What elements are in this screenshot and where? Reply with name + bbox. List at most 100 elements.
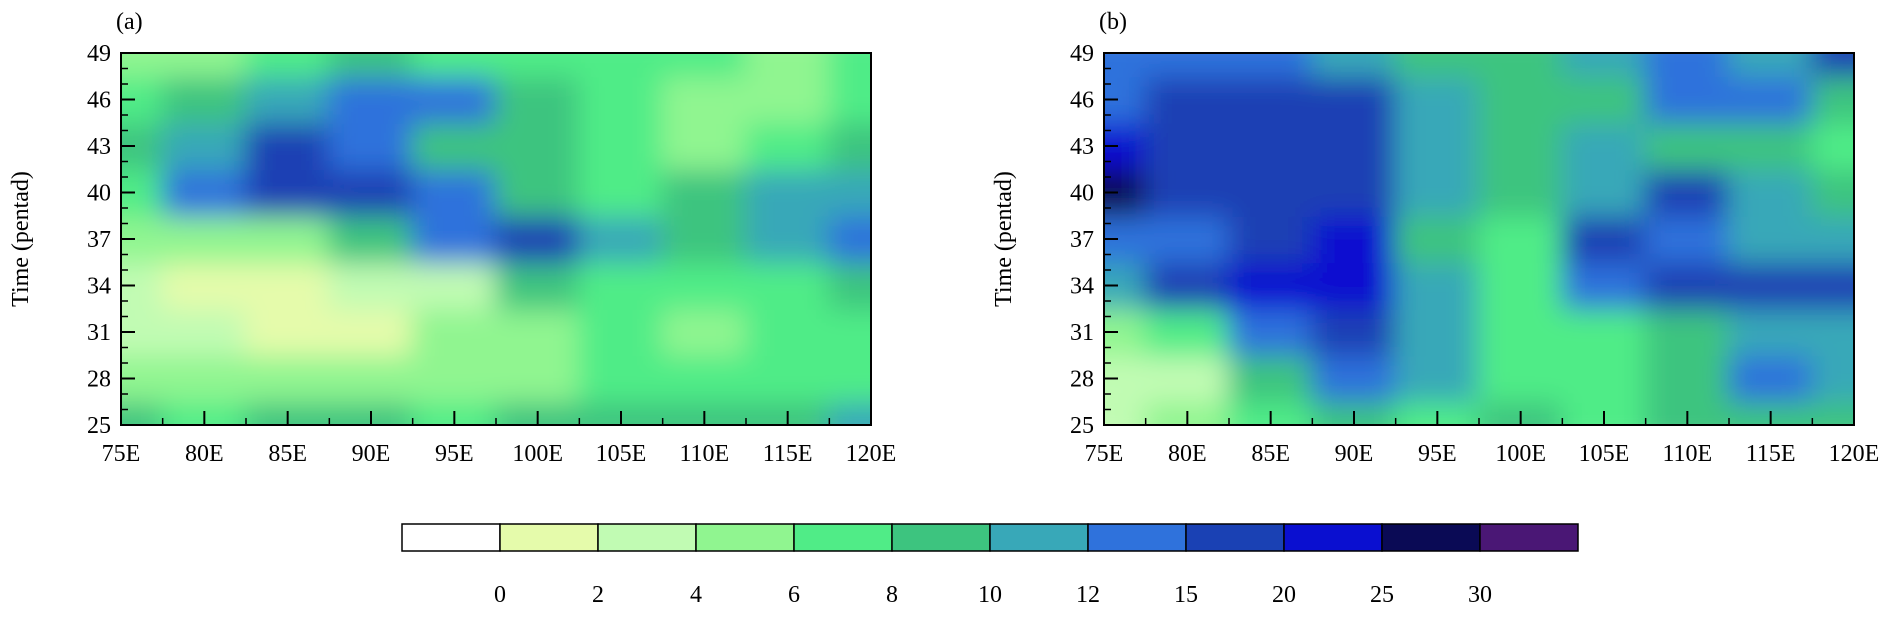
heatmap-cell: [245, 354, 331, 403]
colorbar-level-label: 2: [592, 582, 604, 608]
y-axis-title-b: Time (pentad): [991, 171, 1017, 307]
heatmap-cell: [245, 75, 331, 124]
heatmap-cell: [1228, 354, 1314, 403]
heatmap-cell: [328, 53, 414, 78]
heatmap-cell: [1394, 354, 1480, 403]
heatmap-cell: [828, 214, 871, 264]
heatmap-cell: [1478, 53, 1564, 78]
heatmap-cell: [1728, 75, 1814, 124]
colorbar-swatch: [401, 523, 501, 552]
heatmap-cell: [1561, 121, 1647, 171]
heatmap-cell: [745, 168, 831, 217]
x-tick-label: 75E: [1085, 441, 1124, 467]
heatmap-cell: [1478, 75, 1564, 124]
y-tick-label: 46: [1070, 88, 1094, 114]
heatmap-cell: [1311, 168, 1397, 217]
y-tick-label: 43: [87, 134, 111, 160]
heatmap-cell: [1311, 121, 1397, 171]
heatmap-cell: [828, 121, 871, 171]
y-axis-b: 25 28 31 34 37 40 43 46 49: [1070, 41, 1118, 439]
colorbar-swatch: [1185, 523, 1285, 552]
heatmap-cell: [245, 307, 331, 357]
heatmap-cell: [1811, 53, 1854, 78]
heatmap-cell: [578, 214, 664, 264]
x-tick-label: 115E: [763, 441, 813, 467]
x-tick-label: 115E: [1746, 441, 1796, 467]
heatmap-cell: [495, 214, 581, 264]
colorbar-level-label: 10: [978, 582, 1002, 608]
heatmap-cell: [1644, 307, 1730, 357]
colorbar-level-label: 8: [886, 582, 898, 608]
heatmap-cell: [1811, 75, 1854, 124]
heatmap-cell: [828, 53, 871, 78]
heatmap-cell: [1311, 354, 1397, 403]
heatmap-cell: [411, 121, 497, 171]
heatmap-b-clip: [1104, 53, 1854, 425]
heatmap-cell: [1811, 214, 1854, 264]
heatmap-cell: [495, 307, 581, 357]
heatmap-cell: [1644, 214, 1730, 264]
heatmap-cell: [411, 168, 497, 217]
y-tick-label: 49: [1070, 41, 1094, 67]
heatmap-cell: [1394, 261, 1480, 310]
colorbar-level-label: 4: [690, 582, 702, 608]
y-axis-a: 25 28 31 34 37 40 43 46 49: [87, 41, 135, 439]
heatmap-cell: [578, 168, 664, 217]
heatmap-cell: [1478, 168, 1564, 217]
heatmap-cell: [245, 168, 331, 217]
colorbar-level-label: 25: [1370, 582, 1394, 608]
heatmap-cell: [328, 121, 414, 171]
x-tick-label: 80E: [1168, 441, 1207, 467]
heatmap-cell: [661, 75, 747, 124]
panel-label-b: (b): [1099, 9, 1127, 35]
heatmap-a: [121, 53, 871, 425]
heatmap-cell: [495, 121, 581, 171]
heatmap-cell: [1561, 214, 1647, 264]
heatmap-cell: [1394, 168, 1480, 217]
heatmap-cell: [661, 168, 747, 217]
heatmap-cell: [328, 354, 414, 403]
heatmap-cell: [1311, 261, 1397, 310]
heatmap-cell: [1811, 168, 1854, 217]
heatmap-cell: [1144, 53, 1230, 78]
x-axis-a: 75E 80E 85E 90E 95E 100E 105E 110E 115E 120E: [102, 411, 896, 467]
x-tick-label: 90E: [1335, 441, 1374, 467]
heatmap-cell: [411, 53, 497, 78]
heatmap-cell: [1644, 53, 1730, 78]
x-axis-b: 75E 80E 85E 90E 95E 100E 105E 110E 115E 120E: [1085, 411, 1880, 467]
heatmap-cell: [495, 75, 581, 124]
heatmap-cell: [161, 75, 247, 124]
heatmap-cell: [1478, 121, 1564, 171]
x-tick-label: 100E: [512, 441, 563, 467]
x-tick-label: 110E: [679, 441, 729, 467]
heatmap-cell: [1728, 354, 1814, 403]
heatmap-cell: [1478, 307, 1564, 357]
heatmap-cell: [1811, 307, 1854, 357]
x-tick-label: 90E: [352, 441, 391, 467]
y-axis-title-a: Time (pentad): [8, 171, 34, 307]
y-tick-label: 34: [1070, 274, 1094, 300]
heatmap-cell: [1644, 75, 1730, 124]
x-tick-label: 120E: [1829, 441, 1880, 467]
heatmap-cell: [828, 354, 871, 403]
heatmap-cell: [1561, 261, 1647, 310]
heatmap-cell: [495, 261, 581, 310]
heatmap-cell: [1228, 214, 1314, 264]
heatmap-cell: [495, 53, 581, 78]
x-tick-label: 110E: [1662, 441, 1712, 467]
colorbar-level-label: 20: [1272, 582, 1296, 608]
heatmap-cell: [1644, 261, 1730, 310]
heatmap-cell: [1144, 307, 1230, 357]
heatmap-cell: [745, 121, 831, 171]
heatmap-cell: [578, 75, 664, 124]
x-tick-label: 75E: [102, 441, 141, 467]
heatmap-cell: [1728, 53, 1814, 78]
heatmap-cell: [1561, 75, 1647, 124]
colorbar-swatch: [989, 523, 1089, 552]
heatmap-cell: [661, 354, 747, 403]
heatmap-cell: [745, 307, 831, 357]
heatmap-cell: [1228, 307, 1314, 357]
heatmap-cell: [1561, 307, 1647, 357]
heatmap-cell: [1144, 75, 1230, 124]
